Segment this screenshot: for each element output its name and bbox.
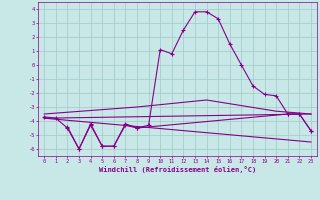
X-axis label: Windchill (Refroidissement éolien,°C): Windchill (Refroidissement éolien,°C) (99, 166, 256, 173)
